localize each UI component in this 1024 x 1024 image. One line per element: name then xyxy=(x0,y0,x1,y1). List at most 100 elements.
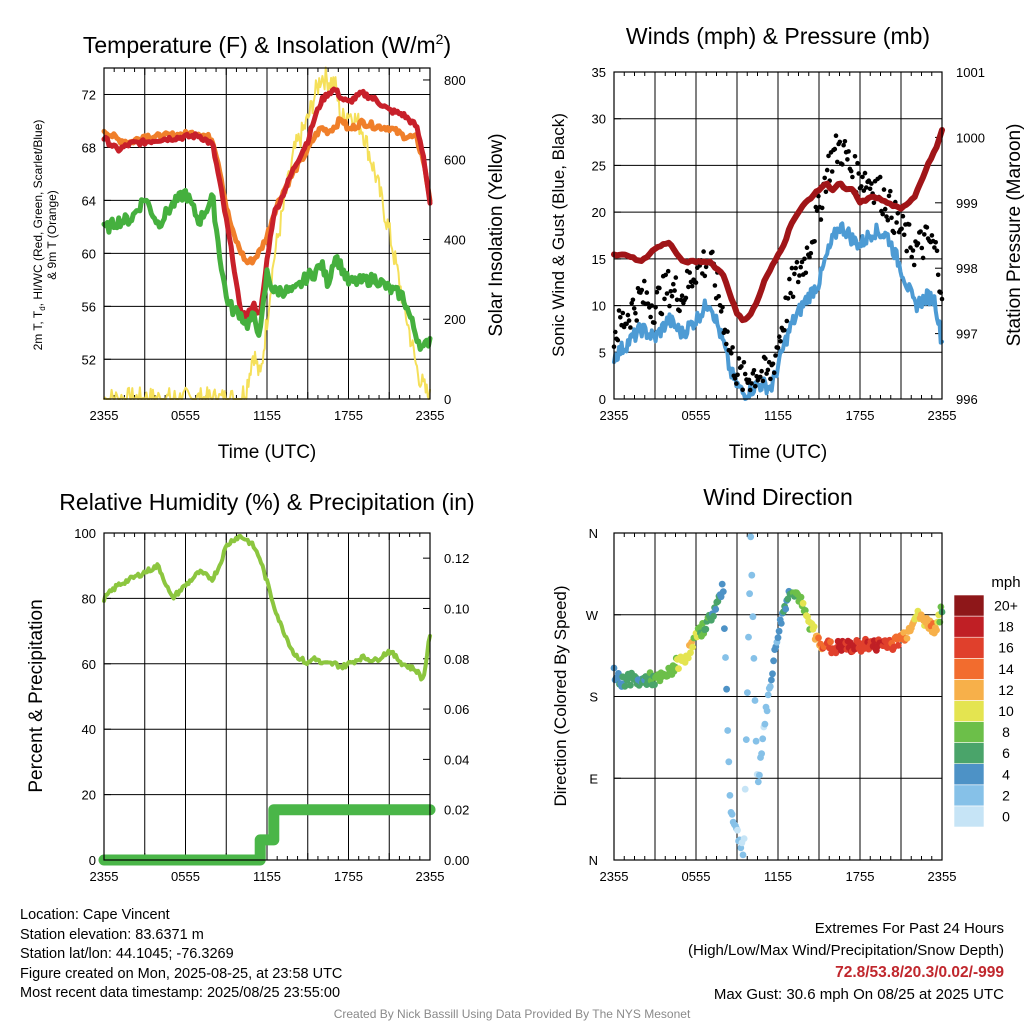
gust-point xyxy=(679,293,685,299)
wind-y-tick-label: 35 xyxy=(592,65,606,80)
gust-point xyxy=(846,149,851,154)
gust-point xyxy=(934,248,940,254)
gust-point xyxy=(835,159,840,165)
station-info: Location: Cape Vincent Station elevation… xyxy=(20,906,342,1004)
gust-point xyxy=(644,290,650,295)
direction-point xyxy=(718,580,726,588)
wind-y-tick-label: 0 xyxy=(599,392,606,407)
gust-point xyxy=(674,297,680,303)
rh-plot-border xyxy=(103,532,431,861)
direction-point xyxy=(777,620,785,627)
temp-y-tick-label: 68 xyxy=(82,140,96,155)
gust-point xyxy=(710,249,715,255)
gust-point xyxy=(932,245,937,250)
wind-y2-tick-label: 998 xyxy=(956,261,978,276)
rh-line xyxy=(102,533,432,682)
dir-y-tick-label: N xyxy=(589,853,598,868)
gust-point xyxy=(795,279,801,285)
gust-point xyxy=(616,308,622,313)
gust-point xyxy=(683,295,689,301)
colorbar-tick-label: 20+ xyxy=(994,598,1018,614)
elevation-text: Station elevation: 83.6371 m xyxy=(20,926,204,943)
rh-y-tick-label: 80 xyxy=(82,591,96,606)
temp-y2-tick-label: 400 xyxy=(444,232,466,247)
gust-point xyxy=(735,372,740,378)
gust-point xyxy=(615,337,621,343)
extremes-desc: (High/Low/Max Wind/Precipitation/Snow De… xyxy=(688,942,1004,959)
gust-point xyxy=(812,239,817,244)
gust-point xyxy=(808,251,814,256)
insolation-line xyxy=(103,66,431,400)
gust-point xyxy=(770,361,776,367)
gust-point xyxy=(741,360,747,365)
colorbar-swatch xyxy=(953,636,985,659)
temp-plot-border xyxy=(103,67,431,400)
temp-x-tick-label: 0555 xyxy=(171,408,200,423)
gust-point xyxy=(864,185,869,190)
gust-point xyxy=(746,377,752,383)
gust-point xyxy=(635,286,641,291)
dir-y-tick-label: W xyxy=(586,608,599,623)
temp-y-tick-label: 64 xyxy=(82,193,96,208)
gust-point xyxy=(768,376,773,382)
wind-y-tick-label: 15 xyxy=(592,252,606,267)
gust-point xyxy=(771,370,777,376)
rh-x-tick-label: 1155 xyxy=(253,869,281,884)
gust-point xyxy=(631,306,637,311)
direction-point xyxy=(799,599,807,607)
dir-plot-border xyxy=(613,532,943,861)
direction-point xyxy=(651,681,658,689)
wind-x-tick-label: 0555 xyxy=(682,408,711,423)
gust-point xyxy=(785,296,791,301)
gust-point xyxy=(668,289,674,294)
gust-point xyxy=(740,387,745,393)
gust-point xyxy=(802,256,807,262)
dir-y-tick-label: S xyxy=(589,690,598,705)
gust-point xyxy=(662,296,667,302)
gust-point xyxy=(669,293,675,299)
direction-point xyxy=(740,835,748,842)
gust-point xyxy=(758,374,763,380)
gust-point xyxy=(645,301,651,307)
gust-point xyxy=(848,168,854,174)
dir-panel-title: Wind Direction xyxy=(703,484,853,510)
temp-y2-tick-label: 200 xyxy=(444,312,466,327)
gust-point xyxy=(718,309,724,314)
rh-panel-title: Relative Humidity (%) & Precipitation (i… xyxy=(59,489,474,515)
gust-point xyxy=(763,356,768,361)
direction-point xyxy=(770,657,777,665)
gust-point xyxy=(788,290,793,296)
gust-point xyxy=(790,294,796,300)
direction-point xyxy=(746,590,753,598)
gust-point xyxy=(850,174,855,180)
gust-point xyxy=(753,384,758,389)
gust-point xyxy=(855,160,860,166)
gust-point xyxy=(739,364,744,369)
direction-point xyxy=(801,607,809,614)
direction-point xyxy=(722,654,729,661)
gust-point xyxy=(882,206,888,212)
gust-point xyxy=(924,225,930,230)
latlon-text: Station lat/lon: 44.1045; -76.3269 xyxy=(20,946,234,962)
gust-point xyxy=(900,213,906,219)
direction-point xyxy=(894,642,902,649)
temperature-chart: 2355 0555 1155 1755 2355 52 56 60 64 68 72 0 200 400 6… xyxy=(82,66,466,423)
direction-point xyxy=(756,771,763,779)
direction-point xyxy=(717,593,725,601)
gust-point xyxy=(856,171,861,176)
gust-point xyxy=(664,291,670,296)
wind-ylabel-left: Sonic Wind & Gust (Blue, Black) xyxy=(549,113,568,357)
gust-point xyxy=(689,283,695,289)
wind-panel-title: Winds (mph) & Pressure (mb) xyxy=(626,23,930,49)
temp-ylabel-right: Solar Insolation (Yellow) xyxy=(486,133,507,336)
colorbar-swatch xyxy=(953,615,985,638)
direction-point xyxy=(752,737,760,745)
dir-x-tick-label: 2355 xyxy=(600,869,629,884)
rh-x-tick-label: 2355 xyxy=(416,869,445,884)
temp-y2-tick-label: 600 xyxy=(444,153,466,168)
gust-point xyxy=(687,270,692,275)
direction-point xyxy=(797,593,805,601)
gust-point xyxy=(884,214,889,219)
direction-point xyxy=(933,626,940,634)
direction-point xyxy=(769,670,776,678)
